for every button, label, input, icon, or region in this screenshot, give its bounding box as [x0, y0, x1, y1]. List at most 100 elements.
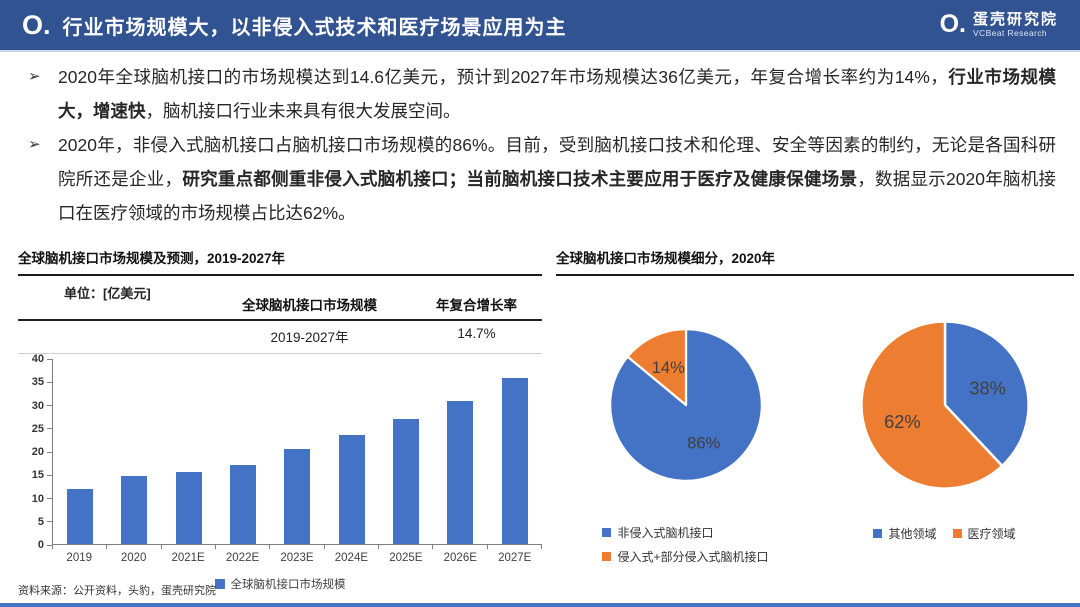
pie-slice-侵入式+部分侵入式脑机接口 [625, 328, 687, 407]
table-col1-value: 2019-2027年 [270, 330, 349, 345]
legend-item: 医疗领域 [952, 525, 1016, 542]
y-axis-label: 30 [31, 399, 44, 412]
bullet-bold-segment: 研究重点都侧重非侵入式脑机接口；当前脑机接口技术主要应用于医疗及健康保健场景 [182, 169, 858, 189]
x-axis-label: 2025E [389, 552, 423, 564]
plot-area: 2019 2020 2021E 2022E 2023E 2024E 2025E 2026E 20… [52, 359, 542, 564]
x-axis-label: 2023E [280, 552, 314, 564]
table-col2-header: 年复合增长率 [436, 298, 517, 313]
bullet-item: ➢ 2020年全球脑机接口的市场规模达到14.6亿美元，预计到2027年市场规模达… [28, 60, 1056, 128]
pie-data-label: 62% [884, 411, 921, 432]
bar-plot [52, 359, 542, 545]
brand-subtitle: VCBeat Research [972, 27, 1048, 38]
y-axis-label: 15 [31, 469, 44, 482]
bullet-text: 2020年全球脑机接口的市场规模达到14.6亿美元，预计到2027年市场规模达3… [58, 60, 1056, 128]
brand-logo: O. 蛋壳研究院 VCBeat Research [940, 11, 1058, 38]
x-axis-tick [433, 545, 488, 549]
header-divider [0, 50, 1080, 52]
legend-label: 全球脑机接口市场规模 [230, 579, 346, 591]
bar-chart-legend: 全球脑机接口市场规模 [18, 576, 542, 592]
x-axis-tick [488, 545, 542, 549]
x-axis-label: 2019 [66, 552, 93, 564]
x-axis-tick [53, 545, 108, 549]
bar-chart-panel: 全球脑机接口市场规模及预测，2019-2027年 单位：[亿美元] 全球脑机接口… [18, 247, 542, 592]
legend-label: 医疗领域 [967, 527, 1016, 541]
bar-2019 [67, 488, 94, 544]
x-axis-tick [270, 545, 325, 549]
pie-data-label: 86% [687, 433, 720, 452]
bar-cell [488, 359, 542, 544]
bullet-segment: ，脑机接口行业未来具有很大发展空间。 [145, 101, 461, 121]
bar-2021E [175, 472, 202, 544]
x-axis-label: 2021E [171, 552, 205, 564]
bar-cell [53, 359, 107, 544]
brand-text: 蛋壳研究院 VCBeat Research [973, 11, 1058, 38]
pie-charts-row: 86% 14% 非侵入式脑机接口 侵入式+部分侵入式脑机接口 38% 62% 其他领域… [556, 276, 1074, 565]
source-note: 资料来源：公开资料，头豹，蛋壳研究院 [18, 585, 216, 597]
summary-table-header-row: 单位：[亿美元] 全球脑机接口市场规模 年复合增长率 [18, 276, 542, 321]
bar-cell [433, 359, 487, 544]
bullet-arrow-icon: ➢ [28, 136, 41, 153]
bar-chart: 40 35 30 25 20 15 10 5 0 2019 2020 2021E 2022E 2023E… [18, 353, 542, 592]
brand-o-icon: O. [22, 9, 51, 40]
y-axis-label: 5 [37, 515, 44, 528]
legend-swatch [602, 552, 612, 561]
brand-o-icon: O. [939, 10, 966, 39]
bar-2023E [284, 449, 311, 544]
bullet-arrow-icon: ➢ [28, 68, 41, 85]
x-axis-tick [379, 545, 434, 549]
bullet-segment: 2020年，非侵入式脑机接口占脑机接口市场规模的86%。目前，受到脑机接口技术和… [58, 135, 1056, 189]
legend-swatch [214, 579, 225, 589]
bullet-bold-segment: 行业市场规模大，增速快 [58, 67, 1057, 121]
bullet-list: ➢ 2020年全球脑机接口的市场规模达到14.6亿美元，预计到2027年市场规模达… [28, 60, 1056, 230]
bar-2020 [121, 476, 148, 544]
x-axis-tick [107, 545, 162, 549]
legend-item: 非侵入式脑机接口 [602, 524, 714, 541]
pie-application-block: 38% 62% 其他领域 医疗领域 [815, 276, 1074, 542]
y-axis-label: 25 [31, 422, 44, 435]
y-axis-tick [47, 474, 52, 476]
bullet-text: 2020年，非侵入式脑机接口占脑机接口市场规模的86%。目前，受到脑机接口技术和… [58, 128, 1056, 230]
y-axis-label: 10 [31, 492, 44, 505]
pie-technology-block: 86% 14% 非侵入式脑机接口侵入式+部分侵入式脑机接口 [556, 276, 815, 565]
bar-2026E [447, 400, 474, 544]
bullet-segment: ，数据显示2020年脑机接口在医疗领域的市场规模占比达62%。 [58, 169, 1057, 223]
unit-label: 单位：[亿美元] [64, 286, 151, 301]
legend-label: 其他领域 [888, 527, 937, 541]
y-axis-label: 40 [31, 353, 44, 365]
bar-cell [325, 359, 379, 544]
x-axis-tick [216, 545, 271, 549]
x-axis-ticks [52, 545, 542, 549]
x-axis-label: 2027E [498, 552, 532, 564]
bar-cell [107, 359, 161, 544]
y-axis-tick [47, 428, 52, 430]
bar-cell [379, 359, 433, 544]
pie-chart-technology: 86% 14% [608, 328, 763, 482]
table-col2-value: 14.7% [457, 326, 496, 341]
pie-application-legend: 其他领域 医疗领域 [873, 525, 1016, 542]
x-axis-tick [325, 545, 379, 549]
y-axis-tick [47, 498, 52, 499]
table-col1-header: 全球脑机接口市场规模 [242, 298, 377, 313]
legend-label: 侵入式+部分侵入式脑机接口 [617, 550, 769, 564]
legend-item: 其他领域 [873, 525, 937, 542]
page-title: 行业市场规模大，以非侵入式技术和医疗场景应用为主 [62, 16, 567, 39]
y-axis-label: 0 [37, 539, 44, 551]
y-axis: 40 35 30 25 20 15 10 5 0 [18, 353, 52, 551]
bar-2027E [501, 377, 528, 544]
y-axis-label: 20 [31, 446, 44, 458]
x-axis-label: 2020 [120, 552, 147, 564]
legend-swatch [952, 529, 962, 538]
bullet-segment: 2020年全球脑机接口的市场规模达到14.6亿美元，预计到2027年市场规模达3… [58, 67, 949, 87]
y-axis-tick [47, 521, 52, 523]
table-spacer [18, 326, 208, 346]
bar-cell [216, 359, 270, 544]
header-bar: O. 行业市场规模大，以非侵入式技术和医疗场景应用为主 O. 蛋壳研究院 VCB… [0, 0, 1080, 50]
brand-name: 蛋壳研究院 [972, 11, 1058, 29]
bar-chart-title: 全球脑机接口市场规模及预测，2019-2027年 [18, 247, 542, 276]
x-axis-label: 2024E [334, 552, 369, 564]
y-axis-tick [47, 544, 52, 546]
x-axis-label: 2022E [225, 552, 260, 564]
legend-swatch [602, 528, 612, 537]
bullet-item: ➢ 2020年，非侵入式脑机接口占脑机接口市场规模的86%。目前，受到脑机接口技术… [28, 128, 1056, 230]
